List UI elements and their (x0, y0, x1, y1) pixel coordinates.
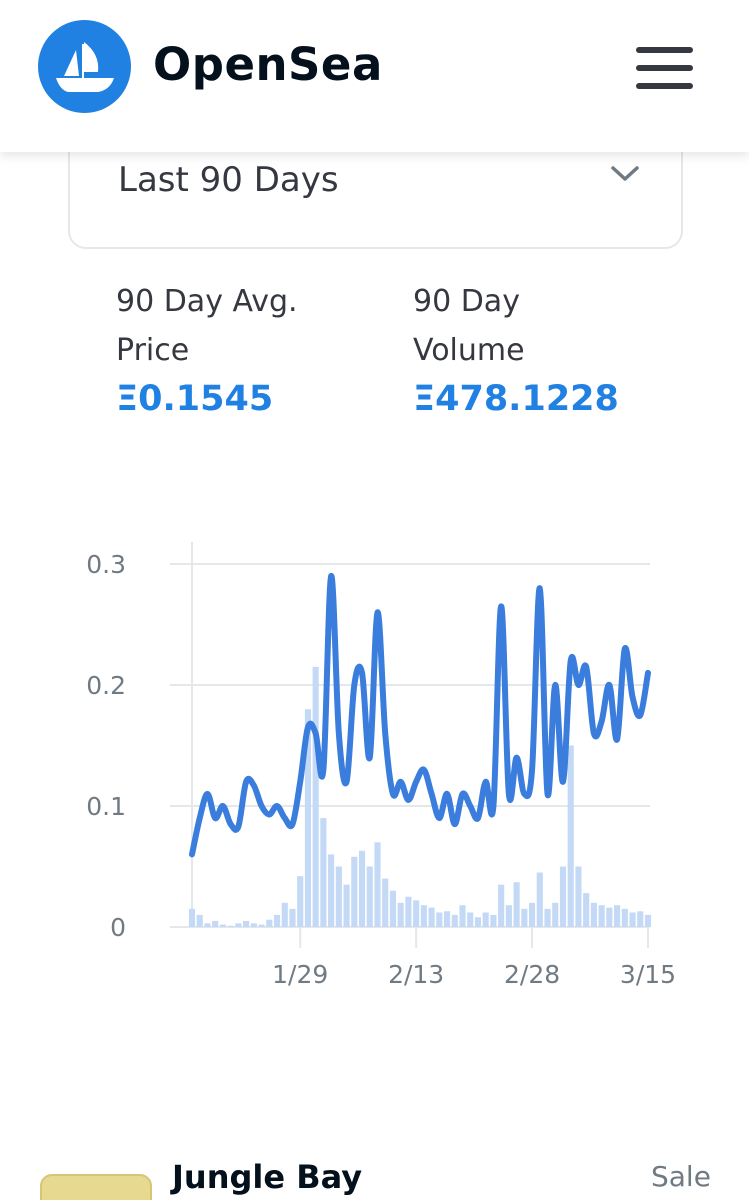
volume-bar (266, 919, 273, 927)
volume-bar (482, 912, 489, 927)
volume-bar (227, 925, 234, 927)
volume-bar (328, 854, 335, 927)
chevron-down-icon (611, 166, 639, 181)
volume-bar (420, 905, 427, 927)
volume-bar (258, 924, 265, 927)
opensea-boat-icon (56, 42, 114, 92)
volume-bar (529, 902, 536, 927)
x-tick-label: 1/29 (272, 960, 328, 989)
volume-bar (559, 866, 567, 927)
volume-bar (320, 818, 327, 927)
volume-bar (235, 923, 242, 927)
volume-stat: 90 Day Volume Ξ478.1228 (413, 277, 619, 419)
volume-bar (188, 908, 196, 927)
avg-price-label: 90 Day Avg. Price (116, 284, 298, 368)
volume-bar (389, 890, 397, 927)
volume-bar (343, 884, 350, 927)
volume-bar (219, 924, 226, 927)
volume-bar (590, 902, 597, 927)
item-thumbnail[interactable] (40, 1174, 152, 1200)
volume-bar (513, 882, 520, 927)
time-range-value: Last 90 Days (118, 160, 339, 200)
avg-price-value: Ξ0.1545 (116, 379, 274, 419)
volume-bar (436, 912, 443, 927)
hamburger-menu-icon[interactable] (636, 47, 694, 89)
volume-bar (567, 745, 574, 927)
volume-bar (405, 896, 412, 927)
volume-bar (552, 902, 559, 927)
volume-bar (413, 900, 420, 927)
top-header: OpenSea (0, 0, 749, 152)
volume-bar (204, 923, 211, 927)
volume-bar (366, 866, 373, 927)
volume-bar (637, 911, 644, 927)
volume-bar (644, 914, 652, 927)
volume-bar (443, 911, 451, 927)
x-tick-label: 2/13 (388, 960, 444, 989)
x-tick-label: 3/15 (620, 960, 676, 989)
y-tick-label: 0.2 (86, 671, 126, 700)
volume-value: Ξ478.1228 (413, 379, 619, 419)
volume-bar (629, 912, 636, 927)
volume-bar (351, 856, 358, 927)
volume-bar (544, 908, 551, 927)
volume-bar (621, 908, 628, 927)
volume-bar (459, 905, 466, 927)
volume-bar (382, 878, 389, 927)
volume-bar (536, 872, 543, 927)
volume-bar (598, 905, 605, 927)
volume-bar (474, 917, 482, 927)
volume-bar (273, 914, 281, 927)
volume-bar (490, 914, 497, 927)
y-tick-label: 0 (110, 913, 126, 942)
volume-bar (297, 876, 304, 927)
volume-bar (451, 914, 458, 927)
volume-bar (281, 902, 288, 927)
volume-bar (335, 866, 342, 927)
volume-bar (397, 902, 404, 927)
volume-bar (304, 709, 311, 927)
avg-price-stat: 90 Day Avg. Price Ξ0.1545 (116, 277, 356, 419)
volume-bar (250, 923, 257, 927)
volume-bar (575, 866, 582, 927)
volume-label: 90 Day Volume (413, 284, 525, 368)
price-volume-chart[interactable]: 0 0.1 0.2 0.3 1/29 2/13 2/28 3/15 (0, 520, 749, 1000)
volume-bar (606, 907, 613, 927)
volume-bar (583, 893, 590, 927)
volume-bar (196, 914, 203, 927)
y-tick-label: 0.1 (86, 792, 126, 821)
item-event-type: Sale (651, 1160, 711, 1193)
volume-bar (521, 908, 528, 927)
volume-bar (467, 912, 474, 927)
volume-bar (428, 907, 435, 927)
volume-bar (614, 905, 621, 927)
volume-bar (358, 850, 366, 927)
volume-bar (289, 908, 296, 927)
volume-bar (312, 666, 319, 927)
volume-bar (243, 920, 250, 927)
item-title[interactable]: Jungle Bay (172, 1158, 363, 1196)
x-tick-label: 2/28 (504, 960, 560, 989)
brand-name[interactable]: OpenSea (153, 38, 383, 91)
volume-bar (212, 920, 219, 927)
opensea-logo[interactable] (38, 20, 131, 113)
volume-bar (374, 842, 381, 927)
price-line (189, 573, 651, 858)
volume-bar (505, 905, 512, 927)
y-tick-label: 0.3 (86, 550, 126, 579)
volume-bar (498, 884, 505, 927)
